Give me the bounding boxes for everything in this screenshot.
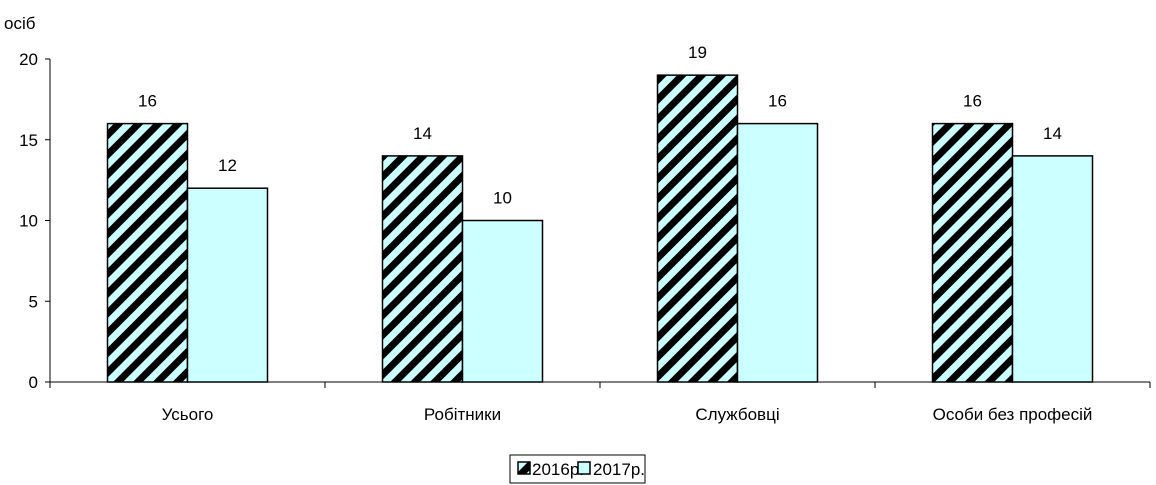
legend-label-2017: 2017р.	[593, 460, 645, 479]
data-label: 12	[218, 156, 237, 175]
y-tick-label: 0	[29, 373, 38, 392]
legend-swatch-2016	[517, 461, 531, 475]
axes: 0 5 10 15 20 Усього Робітники Службовці Особи бе…	[19, 50, 1151, 424]
data-label: 16	[138, 92, 157, 111]
bar-2017р.-3	[736, 122, 819, 383]
bar-2017р.-1	[186, 187, 269, 383]
x-category-label: Службовці	[695, 405, 779, 424]
y-tick-label: 20	[19, 50, 38, 69]
x-category-label: Робітники	[424, 405, 501, 424]
x-category-label: Усього	[162, 405, 214, 424]
bar-2017р.-2	[461, 219, 544, 383]
legend-swatch-2017	[577, 461, 591, 475]
y-tick-label: 10	[19, 212, 38, 231]
y-tick-label: 15	[19, 131, 38, 150]
bar-2016р.-2	[381, 155, 464, 383]
y-tick-label: 5	[29, 292, 38, 311]
data-label: 14	[1043, 124, 1062, 143]
legend-label-2016: 2016р.	[532, 460, 584, 479]
data-label: 14	[413, 124, 432, 143]
data-label: 10	[493, 189, 512, 208]
data-labels: 16 12 14 10 19 16 16 14	[138, 43, 1062, 207]
data-label: 16	[963, 92, 982, 111]
bar-2017р.-4	[1011, 155, 1094, 383]
y-axis-unit-label: осіб	[4, 14, 36, 33]
bar-2016р.-4	[931, 122, 1014, 383]
data-label: 19	[688, 43, 707, 62]
bars	[106, 74, 1094, 383]
x-category-label: Особи без професій	[933, 405, 1093, 424]
bar-2016р.-3	[656, 74, 739, 383]
data-label: 16	[768, 92, 787, 111]
bar-2016р.-1	[106, 122, 189, 383]
legend: 2016р. 2017р.	[509, 454, 646, 484]
